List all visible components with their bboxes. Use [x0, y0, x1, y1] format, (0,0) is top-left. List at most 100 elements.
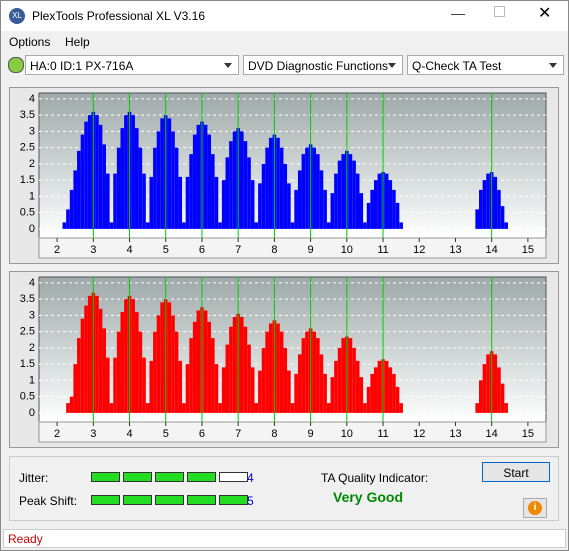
x-tick-label: 12 [413, 428, 425, 440]
bar [73, 170, 78, 229]
bar [189, 338, 193, 413]
bar [203, 310, 208, 413]
bar [232, 131, 237, 229]
bar [388, 180, 393, 229]
x-tick-label: 15 [522, 244, 534, 256]
bar [203, 124, 208, 229]
bar [500, 206, 505, 229]
bar [182, 403, 186, 413]
bar [174, 147, 179, 229]
test-select[interactable]: Q-Check TA Test [407, 55, 564, 75]
bar [240, 131, 244, 229]
function-select[interactable]: DVD Diagnostic Functions [243, 55, 403, 75]
bar [145, 403, 150, 413]
bar [497, 189, 501, 229]
minimize[interactable]: — [451, 5, 465, 21]
title-bar: XL PlexTools Professional XL V3.16 — ✕ [1, 1, 568, 31]
bar [77, 338, 81, 413]
bar [334, 173, 338, 229]
bar [287, 183, 291, 229]
bar [395, 202, 400, 229]
bar [301, 154, 306, 229]
bar [106, 357, 110, 413]
ta-quality-value: Very Good [333, 489, 404, 505]
bar [153, 147, 157, 229]
x-tick-label: 5 [163, 244, 169, 256]
x-tick-label: 6 [199, 244, 205, 256]
y-tick-label: 1.5 [20, 174, 35, 186]
bar [153, 331, 157, 413]
bar [323, 189, 327, 229]
bar [167, 118, 172, 229]
menu-item[interactable]: Options [9, 35, 51, 49]
jitter-meter [91, 472, 248, 482]
bar [174, 331, 179, 413]
bar [261, 163, 266, 229]
x-axis-band [38, 237, 547, 259]
bar [95, 295, 99, 413]
bar [359, 193, 364, 229]
close[interactable]: ✕ [538, 5, 552, 22]
y-tick-label: 1 [29, 374, 35, 386]
bar [377, 360, 382, 413]
bar [370, 189, 374, 229]
bar [497, 367, 501, 413]
x-tick-label: 14 [486, 428, 498, 440]
bar [479, 380, 483, 413]
meter-segment [155, 472, 184, 482]
start-button[interactable]: Start [482, 462, 550, 482]
bar [66, 209, 70, 229]
bar [486, 173, 490, 229]
bar [486, 354, 490, 413]
bar [290, 222, 295, 229]
bar [178, 176, 183, 229]
drive-select[interactable]: HA:0 ID:1 PX-716A [25, 55, 239, 75]
status-text: Ready [8, 532, 43, 546]
bar [504, 403, 508, 413]
x-tick-label: 9 [308, 244, 314, 256]
bar [109, 222, 114, 229]
bar [138, 331, 143, 413]
window-title: PlexTools Professional XL V3.16 [32, 9, 205, 23]
bar [316, 338, 320, 413]
bar [366, 202, 371, 229]
bar [384, 360, 389, 413]
bar [149, 360, 154, 413]
bar [247, 157, 251, 229]
bar [261, 347, 266, 413]
bar [145, 222, 150, 229]
y-tick-label: 3.5 [20, 293, 35, 305]
ta-quality-label: TA Quality Indicator: [321, 471, 429, 485]
x-axis-band [38, 421, 547, 443]
bar [254, 403, 259, 413]
bar [283, 163, 288, 229]
bar [319, 354, 324, 413]
x-tick-label: 9 [308, 428, 314, 440]
maximize[interactable] [494, 6, 505, 17]
bar [87, 115, 92, 229]
results-panel [9, 456, 559, 521]
bar [66, 403, 70, 413]
bar [138, 147, 143, 229]
bar [500, 383, 505, 413]
bar [69, 189, 74, 229]
bar [171, 131, 175, 229]
bar [142, 173, 146, 229]
info-button[interactable]: i [523, 498, 547, 518]
bar [98, 124, 103, 229]
bar [392, 373, 396, 413]
bar [214, 364, 219, 413]
y-tick-label: 0.5 [20, 207, 35, 219]
bar [229, 326, 233, 413]
bar [192, 321, 197, 413]
drive-icon [8, 57, 24, 73]
menu-item[interactable]: Help [65, 35, 90, 49]
jitter-label: Jitter: [19, 471, 49, 485]
bar [479, 189, 483, 229]
bar [116, 331, 121, 413]
bar [167, 302, 172, 413]
peak-shift-label: Peak Shift: [19, 494, 78, 508]
meter-segment [91, 472, 120, 482]
bar [265, 147, 269, 229]
x-tick-label: 10 [341, 244, 353, 256]
